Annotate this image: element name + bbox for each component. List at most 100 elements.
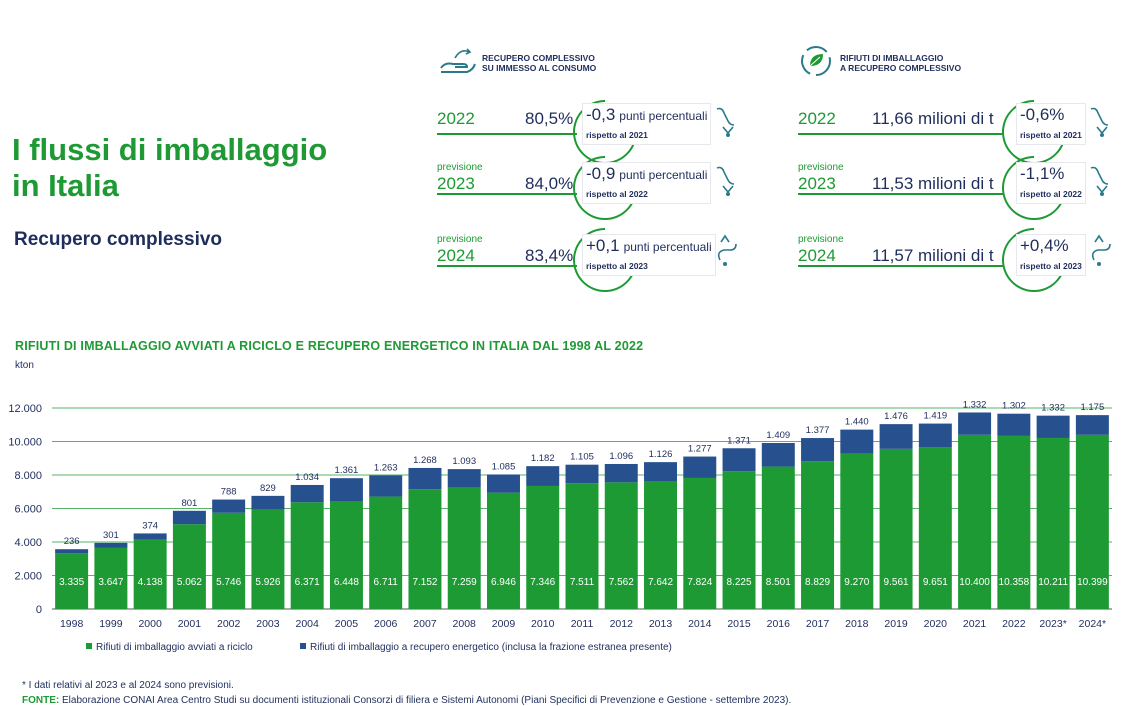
trend-down-icon	[716, 166, 735, 196]
bar-riciclo	[840, 453, 874, 609]
bar-recupero-energetico	[369, 475, 403, 497]
bar-recupero-energetico	[251, 495, 285, 510]
bar-recupero-energetico	[761, 443, 795, 467]
source-note: FONTE: Elaborazione CONAI Area Centro St…	[22, 695, 791, 706]
y-tick-label: 10.000	[8, 437, 42, 449]
row-year: 2024	[798, 246, 836, 265]
change-value: -0,3	[586, 105, 616, 124]
bar-riciclo	[565, 483, 599, 609]
data-label-riciclo: 10.358	[999, 577, 1030, 588]
row-year: 2022	[798, 109, 836, 128]
row-divider	[798, 265, 1003, 267]
trend-up-icon	[1091, 234, 1111, 266]
y-tick-label: 0	[36, 604, 42, 616]
page-title: I flussi di imballaggio in Italia	[12, 132, 327, 204]
x-tick-label: 2004	[296, 618, 320, 630]
trend-down-icon	[1090, 107, 1109, 137]
change-value: -0,9	[586, 164, 616, 183]
bar-recupero-energetico	[447, 469, 481, 488]
bar-riciclo	[94, 547, 128, 609]
data-label-riciclo: 6.448	[334, 577, 359, 588]
x-tick-label: 2006	[374, 618, 398, 630]
bar-riciclo	[1075, 434, 1109, 609]
data-label-recupero: 1.419	[923, 411, 947, 422]
row-value: 11,53 milioni di t	[872, 174, 994, 193]
bar-recupero-energetico	[801, 438, 835, 462]
data-label-riciclo: 10.211	[1038, 577, 1068, 588]
source-label: FONTE:	[22, 695, 60, 706]
bar-riciclo	[408, 489, 442, 609]
bar-riciclo	[1036, 437, 1070, 609]
forecast-label: previsione	[437, 234, 483, 245]
row-divider	[798, 133, 1003, 135]
bar-riciclo	[879, 448, 913, 609]
change-unit: punti percentuali	[619, 109, 708, 123]
bar-recupero-energetico	[565, 464, 599, 484]
forecast-label: previsione	[437, 162, 483, 173]
row-value: 11,57 milioni di t	[872, 246, 994, 265]
bar-riciclo	[958, 434, 992, 609]
bar-recupero-energetico	[526, 466, 560, 486]
row-value: 84,0%	[525, 174, 574, 193]
stacked-bar-chart: 0 2.000 4.000 6.000 8.000 10.000 12.000 3.335 23…	[8, 399, 1112, 653]
page-title-line-2: in Italia	[12, 168, 119, 203]
bar-riciclo	[526, 485, 560, 609]
row-year: 2023	[798, 174, 836, 193]
x-tick-label: 2003	[256, 618, 280, 630]
panel-heading-line-2: A RECUPERO COMPLESSIVO	[840, 63, 962, 73]
y-tick-label: 2.000	[14, 571, 42, 583]
bar-riciclo	[329, 500, 363, 609]
kpi-panel-recupero: RECUPERO COMPLESSIVO SU IMMESSO AL CONSU…	[437, 44, 777, 306]
data-label-recupero: 1.377	[806, 425, 830, 436]
row-divider	[437, 133, 577, 135]
data-label-recupero: 301	[103, 530, 119, 541]
panel-heading: RIFIUTI DI IMBALLAGGIO A RECUPERO COMPLE…	[840, 53, 961, 73]
bar-recupero-energetico	[644, 462, 678, 481]
legend-label-recupero: Rifiuti di imballaggio a recupero energe…	[310, 642, 672, 653]
change-reference: rispetto al 2022	[586, 189, 648, 199]
x-tick-label: 2023*	[1039, 618, 1066, 630]
row-divider	[798, 193, 1003, 195]
data-label-recupero: 1.277	[688, 444, 712, 455]
panel-heading-line-1: RIFIUTI DI IMBALLAGGIO	[840, 53, 944, 63]
data-label-recupero: 374	[142, 520, 158, 531]
kpi-row: previsione 2024 11,57 milioni di t +0,4% ris…	[798, 214, 1138, 306]
data-label-recupero: 1.371	[727, 435, 751, 446]
change-reference: rispetto al 2021	[586, 130, 648, 140]
bar-riciclo	[447, 487, 481, 609]
panel-heading-line-2: SU IMMESSO AL CONSUMO	[482, 63, 597, 73]
y-tick-label: 6.000	[14, 504, 42, 516]
data-label-riciclo: 6.946	[491, 577, 516, 588]
bar-recupero-energetico	[212, 499, 246, 513]
x-tick-label: 2000	[138, 618, 162, 630]
bar-recupero-energetico	[486, 474, 520, 493]
change-reference: rispetto al 2021	[1020, 130, 1082, 140]
bar-riciclo	[918, 447, 952, 609]
change-reference: rispetto al 2023	[1020, 261, 1082, 271]
data-label-recupero: 1.085	[492, 461, 516, 472]
data-label-riciclo: 10.399	[1077, 577, 1108, 588]
recycle-leaf-icon	[801, 46, 831, 76]
data-label-recupero: 1.034	[295, 472, 319, 483]
x-tick-label: 1999	[99, 618, 123, 630]
data-label-recupero: 1.175	[1080, 402, 1104, 413]
data-label-riciclo: 9.270	[844, 577, 869, 588]
row-value: 80,5%	[525, 109, 574, 128]
data-label-recupero: 1.440	[845, 417, 869, 428]
bar-recupero-energetico	[683, 456, 717, 478]
data-label-riciclo: 4.138	[138, 577, 163, 588]
bar-recupero-energetico	[408, 467, 442, 490]
kpi-row: previsione 2023 84,0% -0,9 punti percentuali…	[437, 142, 777, 234]
change-reference: rispetto al 2022	[1020, 189, 1082, 199]
bar-riciclo	[369, 496, 403, 609]
row-year: 2023	[437, 174, 475, 193]
change-unit: punti percentuali	[623, 240, 712, 254]
page-title-line-1: I flussi di imballaggio	[12, 132, 328, 167]
forecast-label: previsione	[798, 234, 844, 245]
change-box: -1,1% rispetto al 2022	[1016, 162, 1086, 204]
bar-recupero-energetico	[604, 463, 638, 483]
hand-arrow-icon	[440, 48, 476, 73]
x-tick-label: 2018	[845, 618, 869, 630]
footnote: * I dati relativi al 2023 e al 2024 sono…	[22, 680, 234, 691]
x-tick-label: 2001	[178, 618, 202, 630]
